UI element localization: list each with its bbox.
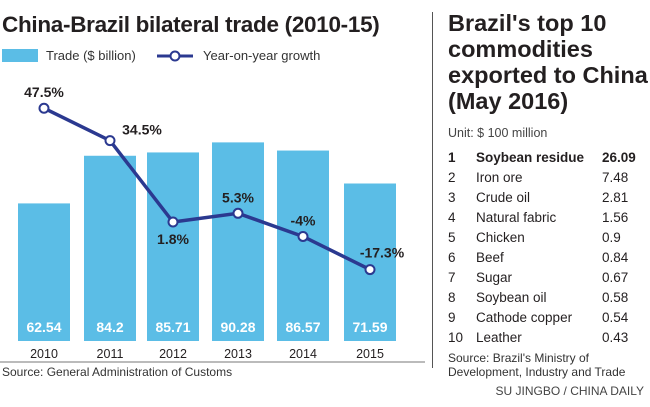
commodity-cell: Leather (476, 329, 522, 345)
commodity-cell: Chicken (476, 229, 525, 245)
value-cell: 2.81 (602, 189, 629, 205)
bar (147, 152, 199, 341)
commodity-cell: Natural fabric (476, 209, 557, 225)
table-row: 6 Beef 0.84 (446, 247, 638, 267)
bar (84, 155, 136, 341)
bar-value-label: 71.59 (352, 319, 387, 335)
table-row: 7 Sugar 0.67 (446, 267, 638, 287)
x-tick-label: 2013 (224, 347, 252, 361)
growth-point (232, 207, 244, 219)
x-tick-label: 2015 (356, 347, 384, 361)
table-row: 1 Soybean residue 26.09 (446, 147, 638, 167)
table-row: 10 Leather 0.43 (446, 327, 638, 347)
commodity-cell: Sugar (476, 269, 513, 285)
growth-point (38, 102, 50, 114)
commodity-cell: Soybean oil (476, 289, 547, 305)
bar (212, 142, 264, 341)
table-row: 9 Cathode copper 0.54 (446, 307, 638, 327)
bar-value-label: 86.57 (285, 319, 320, 335)
growth-label: 1.8% (157, 231, 189, 247)
value-cell: 0.58 (602, 289, 629, 305)
legend-item-growth: Year-on-year growth (155, 48, 320, 63)
growth-point (364, 264, 376, 276)
commodity-cell: Beef (476, 249, 504, 265)
value-cell: 0.9 (602, 229, 621, 245)
rank-cell: 10 (448, 329, 464, 345)
rank-cell: 6 (448, 249, 456, 265)
growth-point (167, 216, 179, 228)
x-tick-label: 2014 (289, 347, 317, 361)
legend-item-trade: Trade ($ billion) (2, 48, 136, 63)
table-row: 3 Crude oil 2.81 (446, 187, 638, 207)
bar-value-label: 85.71 (155, 319, 190, 335)
value-cell: 0.43 (602, 329, 629, 345)
rank-cell: 8 (448, 289, 456, 305)
commodity-cell: Iron ore (476, 169, 523, 185)
growth-point (297, 230, 309, 242)
divider (432, 12, 433, 368)
table-row: 8 Soybean oil 0.58 (446, 287, 638, 307)
combo-chart: 62.54 2010 84.2 2011 85.71 2012 90.28 2013 86.57… (0, 84, 425, 363)
value-cell: 0.54 (602, 309, 629, 325)
chart-title: China-Brazil bilateral trade (2010-15) (2, 12, 380, 37)
x-tick-label: 2012 (159, 347, 187, 361)
growth-label: 5.3% (222, 189, 254, 205)
legend-swatch-line (157, 50, 193, 61)
commodity-cell: Soybean residue (476, 149, 585, 165)
unit-label: Unit: $ 100 million (448, 126, 548, 140)
rank-cell: 2 (448, 169, 456, 185)
rank-cell: 5 (448, 229, 456, 245)
rank-cell: 3 (448, 189, 456, 205)
table-row: 5 Chicken 0.9 (446, 227, 638, 247)
growth-label: -17.3% (360, 245, 405, 261)
bar-value-label: 90.28 (220, 319, 255, 335)
growth-point (104, 135, 116, 147)
growth-label: 34.5% (122, 122, 162, 138)
value-cell: 26.09 (602, 149, 636, 165)
table-row: 4 Natural fabric 1.56 (446, 207, 638, 227)
chart-source: Source: General Administration of Custom… (2, 365, 233, 379)
bar-value-label: 84.2 (96, 319, 123, 335)
value-cell: 0.84 (602, 249, 629, 265)
rank-cell: 1 (448, 149, 456, 165)
table-source: Source: Brazil's Ministry of Development… (448, 351, 626, 379)
rank-cell: 4 (448, 209, 456, 225)
legend-label: Year-on-year growth (203, 48, 321, 63)
value-cell: 1.56 (602, 209, 629, 225)
x-tick-label: 2010 (30, 347, 58, 361)
growth-line (43, 106, 371, 272)
rank-cell: 7 (448, 269, 456, 285)
x-tick-label: 2011 (97, 347, 124, 361)
commodity-cell: Crude oil (476, 189, 531, 205)
rank-cell: 9 (448, 309, 456, 325)
credit: SU JINGBO / CHINA DAILY (495, 384, 644, 398)
growth-label: 47.5% (24, 84, 64, 100)
growth-label: -4% (291, 212, 316, 228)
commodity-cell: Cathode copper (476, 309, 573, 325)
table-row: 2 Iron ore 7.48 (446, 167, 638, 187)
value-cell: 7.48 (602, 169, 629, 185)
legend-swatch-bar (2, 49, 38, 62)
value-cell: 0.67 (602, 269, 629, 285)
bar-value-label: 62.54 (26, 319, 61, 335)
legend-label: Trade ($ billion) (46, 48, 136, 63)
table-title: Brazil's top 10 commodities exported to … (448, 10, 648, 114)
bar (18, 203, 70, 341)
commodities-table: 1 Soybean residue 26.09 2 Iron ore 7.48 3 Crude… (446, 147, 638, 347)
